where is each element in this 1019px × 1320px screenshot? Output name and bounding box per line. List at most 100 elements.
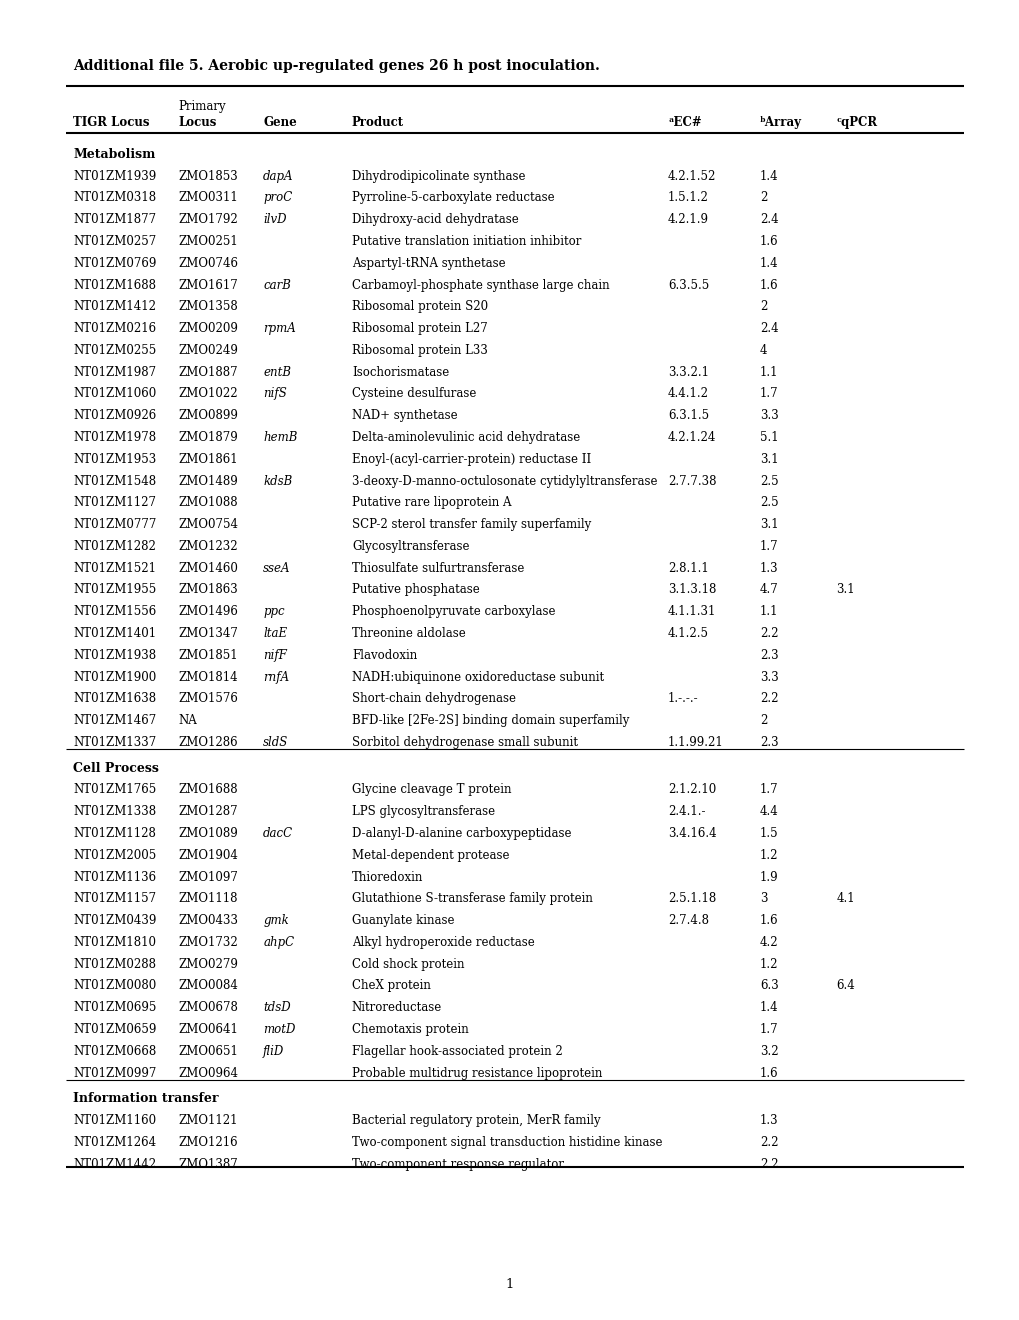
Text: 2.3: 2.3 (759, 735, 777, 748)
Text: Putative phosphatase: Putative phosphatase (352, 583, 479, 597)
Text: 1.9: 1.9 (759, 870, 777, 883)
Text: ZMO1792: ZMO1792 (178, 213, 238, 226)
Text: Aspartyl-tRNA synthetase: Aspartyl-tRNA synthetase (352, 256, 505, 269)
Text: NT01ZM0255: NT01ZM0255 (73, 343, 157, 356)
Text: ZMO1088: ZMO1088 (178, 496, 237, 510)
Text: ZMO1851: ZMO1851 (178, 648, 237, 661)
Text: 1.4: 1.4 (759, 169, 777, 182)
Text: ZMO1853: ZMO1853 (178, 169, 238, 182)
Text: ZMO1022: ZMO1022 (178, 387, 237, 400)
Text: sldS: sldS (263, 735, 288, 748)
Text: ltaE: ltaE (263, 627, 287, 640)
Text: NT01ZM1900: NT01ZM1900 (73, 671, 157, 684)
Text: NT01ZM0216: NT01ZM0216 (73, 322, 156, 335)
Text: 1.6: 1.6 (759, 235, 777, 248)
Text: Ribosomal protein L27: Ribosomal protein L27 (352, 322, 487, 335)
Text: Dihydrodipicolinate synthase: Dihydrodipicolinate synthase (352, 169, 525, 182)
Text: ZMO0433: ZMO0433 (178, 913, 238, 927)
Text: 1.6: 1.6 (759, 1067, 777, 1080)
Text: Sorbitol dehydrogenase small subunit: Sorbitol dehydrogenase small subunit (352, 735, 578, 748)
Text: motD: motD (263, 1023, 296, 1036)
Text: ZMO1496: ZMO1496 (178, 605, 238, 618)
Text: Two-component response regulator: Two-component response regulator (352, 1158, 564, 1171)
Text: ppc: ppc (263, 605, 284, 618)
Text: ZMO1863: ZMO1863 (178, 583, 238, 597)
Text: 1.6: 1.6 (759, 279, 777, 292)
Text: Thioredoxin: Thioredoxin (352, 870, 423, 883)
Text: ZMO0084: ZMO0084 (178, 979, 238, 993)
Text: Alkyl hydroperoxide reductase: Alkyl hydroperoxide reductase (352, 936, 534, 949)
Text: ZMO0964: ZMO0964 (178, 1067, 238, 1080)
Text: ZMO1286: ZMO1286 (178, 735, 237, 748)
Text: ZMO0746: ZMO0746 (178, 256, 238, 269)
Text: 3.3.2.1: 3.3.2.1 (667, 366, 708, 379)
Text: 1.6: 1.6 (759, 913, 777, 927)
Text: Short-chain dehydrogenase: Short-chain dehydrogenase (352, 692, 516, 705)
Text: Glycosyltransferase: Glycosyltransferase (352, 540, 469, 553)
Text: LPS glycosyltransferase: LPS glycosyltransferase (352, 805, 494, 818)
Text: NT01ZM1953: NT01ZM1953 (73, 453, 157, 466)
Text: Thiosulfate sulfurtransferase: Thiosulfate sulfurtransferase (352, 561, 524, 574)
Text: SCP-2 sterol transfer family superfamily: SCP-2 sterol transfer family superfamily (352, 517, 591, 531)
Text: NT01ZM1060: NT01ZM1060 (73, 387, 157, 400)
Text: NT01ZM2005: NT01ZM2005 (73, 849, 157, 862)
Text: 6.3.5.5: 6.3.5.5 (667, 279, 708, 292)
Text: ZMO1347: ZMO1347 (178, 627, 238, 640)
Text: rpmA: rpmA (263, 322, 296, 335)
Text: NT01ZM0257: NT01ZM0257 (73, 235, 157, 248)
Text: Flavodoxin: Flavodoxin (352, 648, 417, 661)
Text: NT01ZM1978: NT01ZM1978 (73, 430, 156, 444)
Text: ZMO1097: ZMO1097 (178, 870, 238, 883)
Text: ZMO0899: ZMO0899 (178, 409, 238, 422)
Text: Probable multidrug resistance lipoprotein: Probable multidrug resistance lipoprotei… (352, 1067, 601, 1080)
Text: ZMO1489: ZMO1489 (178, 474, 238, 487)
Text: 3: 3 (759, 892, 766, 906)
Text: TIGR Locus: TIGR Locus (73, 116, 150, 129)
Text: 4.2.1.52: 4.2.1.52 (667, 169, 715, 182)
Text: Guanylate kinase: Guanylate kinase (352, 913, 453, 927)
Text: 2.4: 2.4 (759, 213, 777, 226)
Text: ZMO0249: ZMO0249 (178, 343, 238, 356)
Text: NT01ZM1688: NT01ZM1688 (73, 279, 156, 292)
Text: 2.2: 2.2 (759, 1135, 777, 1148)
Text: 2.1.2.10: 2.1.2.10 (667, 783, 715, 796)
Text: Metal-dependent protease: Metal-dependent protease (352, 849, 508, 862)
Text: NT01ZM1877: NT01ZM1877 (73, 213, 156, 226)
Text: NT01ZM1765: NT01ZM1765 (73, 783, 157, 796)
Text: ZMO1904: ZMO1904 (178, 849, 238, 862)
Text: Putative rare lipoprotein A: Putative rare lipoprotein A (352, 496, 511, 510)
Text: NT01ZM0926: NT01ZM0926 (73, 409, 157, 422)
Text: Carbamoyl-phosphate synthase large chain: Carbamoyl-phosphate synthase large chain (352, 279, 609, 292)
Text: NT01ZM1938: NT01ZM1938 (73, 648, 156, 661)
Text: NT01ZM0288: NT01ZM0288 (73, 957, 156, 970)
Text: Pyrroline-5-carboxylate reductase: Pyrroline-5-carboxylate reductase (352, 191, 554, 205)
Text: dapA: dapA (263, 169, 293, 182)
Text: Dihydroxy-acid dehydratase: Dihydroxy-acid dehydratase (352, 213, 518, 226)
Text: Ribosomal protein S20: Ribosomal protein S20 (352, 300, 487, 313)
Text: Metabolism: Metabolism (73, 148, 156, 161)
Text: ZMO0251: ZMO0251 (178, 235, 238, 248)
Text: Isochorismatase: Isochorismatase (352, 366, 448, 379)
Text: ZMO1576: ZMO1576 (178, 692, 238, 705)
Text: BFD-like [2Fe-2S] binding domain superfamily: BFD-like [2Fe-2S] binding domain superfa… (352, 714, 629, 727)
Text: NT01ZM1338: NT01ZM1338 (73, 805, 156, 818)
Text: 6.3.1.5: 6.3.1.5 (667, 409, 708, 422)
Text: kdsB: kdsB (263, 474, 292, 487)
Text: NT01ZM1548: NT01ZM1548 (73, 474, 156, 487)
Text: NT01ZM1337: NT01ZM1337 (73, 735, 157, 748)
Text: ahpC: ahpC (263, 936, 294, 949)
Text: 2.5: 2.5 (759, 496, 777, 510)
Text: 2: 2 (759, 714, 766, 727)
Text: CheX protein: CheX protein (352, 979, 430, 993)
Text: Ribosomal protein L33: Ribosomal protein L33 (352, 343, 487, 356)
Text: Delta-aminolevulinic acid dehydratase: Delta-aminolevulinic acid dehydratase (352, 430, 580, 444)
Text: 3.1: 3.1 (836, 583, 854, 597)
Text: Cysteine desulfurase: Cysteine desulfurase (352, 387, 476, 400)
Text: NAD+ synthetase: NAD+ synthetase (352, 409, 458, 422)
Text: NT01ZM1160: NT01ZM1160 (73, 1114, 156, 1127)
Text: ZMO0651: ZMO0651 (178, 1044, 238, 1057)
Text: Phosphoenolpyruvate carboxylase: Phosphoenolpyruvate carboxylase (352, 605, 555, 618)
Text: tdsD: tdsD (263, 1001, 290, 1014)
Text: Nitroreductase: Nitroreductase (352, 1001, 441, 1014)
Text: 4.4: 4.4 (759, 805, 777, 818)
